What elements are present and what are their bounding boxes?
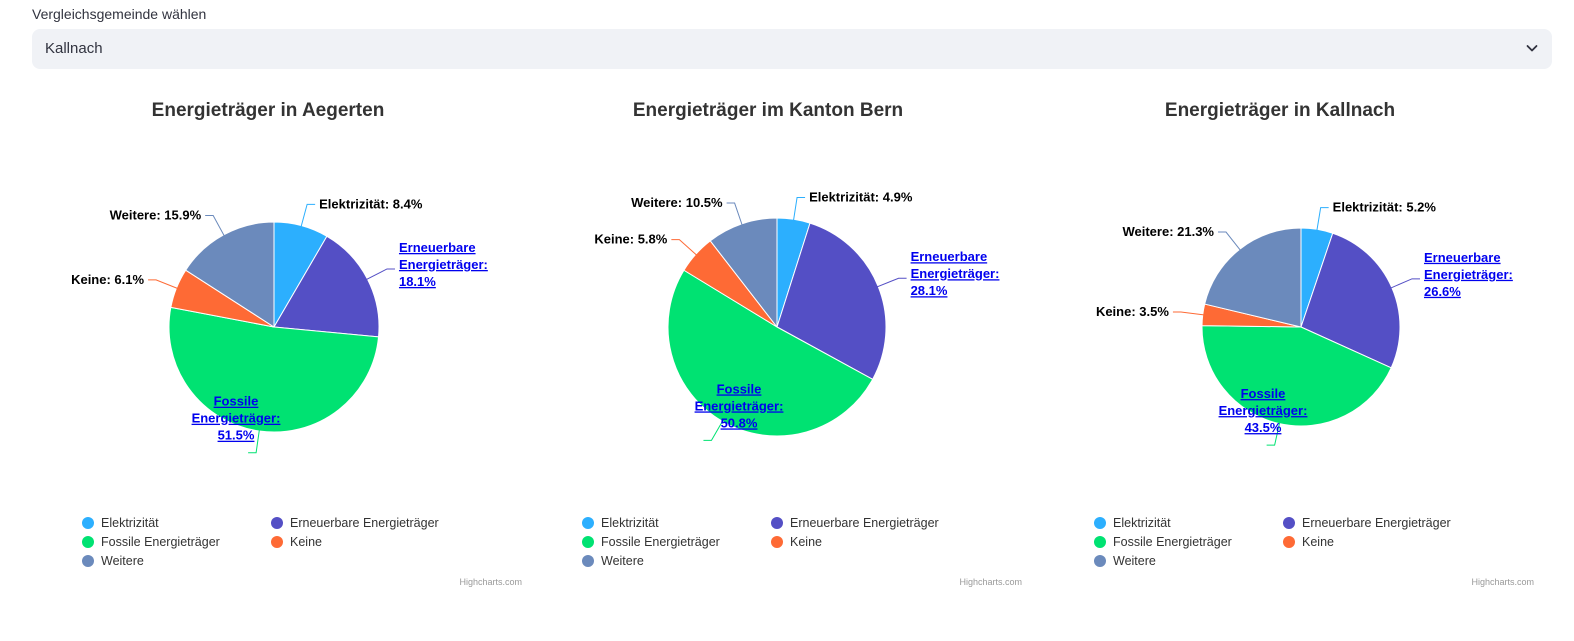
data-label-keine: Keine: 6.1%: [71, 272, 144, 287]
legend-label: Fossile Energieträger: [601, 535, 720, 549]
highcharts-credits[interactable]: Highcharts.com: [1471, 577, 1534, 587]
legend-label: Weitere: [601, 554, 644, 568]
legend-label: Keine: [1302, 535, 1334, 549]
legend-marker: [1094, 536, 1106, 548]
data-label-connector: [1172, 311, 1207, 316]
legend-marker: [582, 555, 594, 567]
legend-marker: [771, 536, 783, 548]
data-label-weitere: Weitere: 15.9%: [110, 208, 202, 223]
data-label-fossile-energietraeger[interactable]: Fossile Energieträger: 51.5%: [192, 394, 281, 443]
data-label-weitere: Weitere: 10.5%: [631, 195, 723, 210]
data-label-connector: [148, 279, 181, 290]
data-label-erneuerbare-energietraeger[interactable]: Erneuerbare Energieträger: 28.1%: [911, 249, 1000, 298]
select-value: Kallnach: [45, 40, 103, 57]
legend-label: Fossile Energieträger: [1113, 535, 1232, 549]
municipality-select[interactable]: Kallnach: [32, 29, 1552, 69]
data-label-erneuerbare-energietraeger[interactable]: Erneuerbare Energieträger: 18.1%: [399, 240, 488, 289]
pie-svg: Elektrizität: 5.2% Erneuerbare Energieträg…: [1096, 200, 1513, 446]
chevron-down-icon[interactable]: [1524, 40, 1540, 56]
legend-label: Fossile Energieträger: [101, 535, 220, 549]
data-label-erneuerbare-energietraeger[interactable]: Erneuerbare Energieträger: 26.6%: [1424, 250, 1513, 299]
data-label-weitere: Weitere: 21.3%: [1122, 224, 1214, 239]
pie-chart-2: Energieträger im Kanton Bern Elektrizität…: [512, 88, 1024, 598]
legend-marker: [1283, 536, 1295, 548]
chart-title: Energieträger im Kanton Bern: [632, 100, 904, 121]
highcharts-credits[interactable]: Highcharts.com: [459, 577, 522, 587]
data-label-keine: Keine: 5.8%: [594, 232, 667, 247]
legend-marker: [82, 517, 94, 529]
legend-label: Erneuerbare Energieträger: [290, 516, 439, 530]
pie-svg: Elektrizität: 4.9% Erneuerbare Energieträg…: [594, 190, 1000, 441]
pie-chart-1: Energieträger in Aegerten Elektrizität: 8…: [12, 88, 524, 598]
data-label-connector: [248, 426, 261, 454]
data-label-connector: [205, 215, 227, 239]
data-label-connector: [792, 197, 806, 224]
data-label-connector: [1266, 419, 1281, 446]
legend-marker: [582, 536, 594, 548]
legend-marker: [1283, 517, 1295, 529]
chart-title: Energieträger in Kallnach: [1164, 100, 1396, 121]
select-label: Vergleichsgemeinde wählen: [32, 6, 207, 22]
legend-label: Erneuerbare Energieträger: [790, 516, 939, 530]
chart-title: Energieträger in Aegerten: [151, 100, 385, 121]
highcharts-credits[interactable]: Highcharts.com: [959, 577, 1022, 587]
data-label-elektrizitaet: Elektrizität: 5.2%: [1333, 200, 1437, 215]
legend-label: Elektrizität: [1113, 516, 1171, 530]
data-label-connector: [1315, 207, 1329, 234]
legend-marker: [771, 517, 783, 529]
legend-label: Elektrizität: [101, 516, 159, 530]
legend-marker: [582, 517, 594, 529]
data-label-fossile-energietraeger[interactable]: Fossile Energieträger: 43.5%: [1219, 386, 1308, 435]
legend-label: Weitere: [1113, 554, 1156, 568]
legend-marker: [1094, 555, 1106, 567]
legend-marker: [82, 536, 94, 548]
data-label-connector: [1387, 278, 1420, 290]
data-label-connector: [726, 202, 744, 228]
pie-chart-3: Energieträger in Kallnach Elektrizität: 5…: [1024, 88, 1536, 598]
legend-label: Keine: [290, 535, 322, 549]
legend-label: Erneuerbare Energieträger: [1302, 516, 1451, 530]
data-label-connector: [874, 277, 907, 289]
pie-svg: Elektrizität: 8.4% Erneuerbare Energieträg…: [71, 196, 488, 454]
legend-label: Elektrizität: [601, 516, 659, 530]
legend-marker: [1094, 517, 1106, 529]
data-label-connector: [703, 417, 725, 441]
data-label-keine: Keine: 3.5%: [1096, 304, 1169, 319]
data-label-fossile-energietraeger[interactable]: Fossile Energieträger: 50.8%: [695, 381, 784, 430]
legend-label: Keine: [790, 535, 822, 549]
legend-marker: [271, 517, 283, 529]
legend-marker: [82, 555, 94, 567]
data-label-connector: [363, 268, 395, 282]
data-label-elektrizitaet: Elektrizität: 4.9%: [809, 190, 913, 205]
data-label-connector: [299, 203, 316, 230]
data-label-connector: [1218, 231, 1243, 253]
legend-label: Weitere: [101, 554, 144, 568]
legend-marker: [271, 536, 283, 548]
data-label-elektrizitaet: Elektrizität: 8.4%: [319, 196, 423, 211]
data-label-connector: [671, 239, 700, 258]
